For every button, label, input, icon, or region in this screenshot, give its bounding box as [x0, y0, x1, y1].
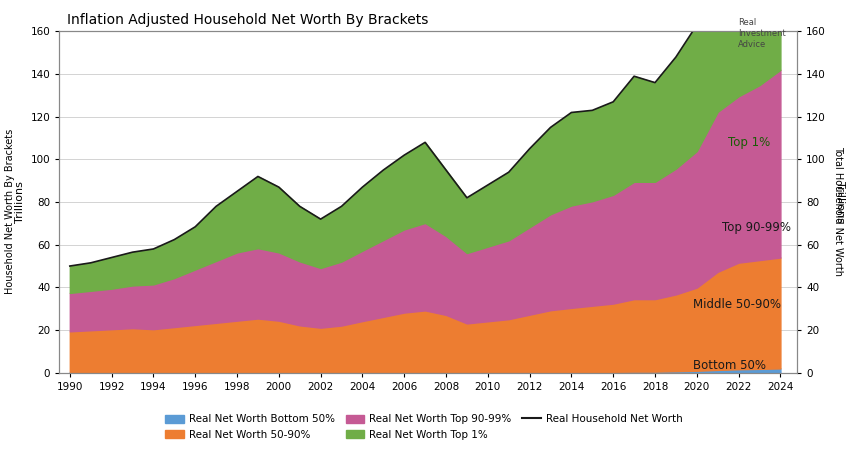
Text: Total Household Net Worth: Total Household Net Worth	[833, 146, 843, 276]
Text: Top 90-99%: Top 90-99%	[722, 221, 791, 234]
Legend: Real Net Worth Bottom 50%, Real Net Worth 50-90%, Real Net Worth Top 90-99%, Rea: Real Net Worth Bottom 50%, Real Net Wort…	[161, 410, 687, 444]
Text: Bottom 50%: Bottom 50%	[693, 359, 766, 372]
Y-axis label: Trillions: Trillions	[15, 181, 25, 223]
Text: Inflation Adjusted Household Net Worth By Brackets: Inflation Adjusted Household Net Worth B…	[67, 13, 428, 27]
Text: Household Net Worth By Brackets: Household Net Worth By Brackets	[5, 128, 15, 294]
Y-axis label: Trillions: Trillions	[835, 181, 845, 223]
Text: Real
Investment
Advice: Real Investment Advice	[738, 18, 785, 49]
Text: Middle 50-90%: Middle 50-90%	[693, 298, 781, 311]
Text: Top 1%: Top 1%	[728, 136, 770, 149]
